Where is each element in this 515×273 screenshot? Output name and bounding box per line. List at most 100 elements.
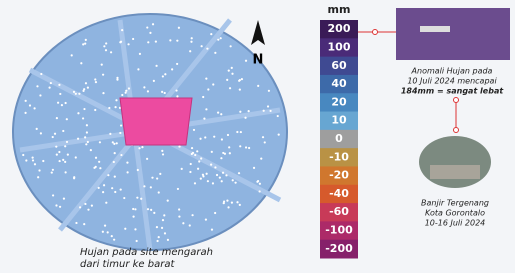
rain-dot (111, 235, 113, 237)
photo-note: Kota Gorontalo (425, 209, 485, 218)
rain-dot (203, 118, 205, 120)
rain-dot (230, 45, 232, 47)
rain-dot (240, 131, 242, 133)
rain-dot (193, 129, 195, 131)
rain-dot (59, 206, 61, 208)
rain-dot (107, 231, 109, 233)
rain-dot (228, 146, 230, 148)
rain-dot (194, 154, 196, 156)
flood-photo (419, 136, 491, 188)
rain-dot (126, 162, 128, 164)
photo-note: 10-16 Juli 2024 (425, 219, 486, 228)
map (13, 14, 287, 250)
rain-dot (105, 202, 107, 204)
rain-dot (110, 51, 112, 53)
rain-dot (146, 158, 148, 160)
rain-dot (95, 166, 97, 168)
rain-dot (177, 188, 179, 190)
rain-dot (162, 219, 164, 221)
rain-dot (71, 54, 73, 56)
rain-dot (178, 27, 180, 29)
rain-dot (214, 166, 216, 168)
rain-dot (253, 167, 255, 169)
rain-dot (79, 206, 81, 208)
legend-label: 20 (331, 95, 347, 108)
rain-dot (58, 84, 60, 86)
rain-dot (140, 198, 142, 200)
rain-dot (263, 110, 265, 112)
rain-dot (95, 157, 97, 159)
rain-dot (164, 73, 166, 75)
rain-dot (119, 132, 121, 134)
rain-dot (189, 171, 191, 173)
rain-dot (262, 136, 264, 138)
rain-dot (113, 143, 115, 145)
rain-dot (55, 204, 57, 206)
rain-dot (77, 112, 79, 114)
legend-label: -60 (329, 205, 349, 218)
rain-dot (40, 73, 42, 75)
rain-dot (124, 228, 126, 230)
rain-dot (114, 176, 116, 178)
rain-dot (205, 78, 207, 80)
rain-dot (206, 48, 208, 50)
rain-dot (83, 223, 85, 225)
rain-dot (214, 212, 216, 214)
rain-dot (164, 92, 166, 94)
rain-dot (220, 37, 222, 39)
rain-dot (277, 115, 279, 117)
rain-dot (147, 41, 149, 43)
rain-dot (83, 108, 85, 110)
rain-dot (139, 53, 141, 55)
rain-dot (102, 92, 104, 94)
rain-dot (161, 150, 163, 152)
rain-dot (84, 136, 86, 138)
connector-dot (454, 98, 459, 103)
rain-dot (176, 95, 178, 97)
rain-dot (181, 168, 183, 170)
rain-dot (241, 78, 243, 80)
rain-dot (162, 75, 164, 77)
legend-label: -200 (325, 242, 353, 255)
rain-dot (220, 113, 222, 115)
rain-dot (202, 96, 204, 98)
anomaly-note: 10 Juli 2024 mencapai (407, 77, 497, 86)
rain-dot (217, 39, 219, 41)
rain-dot (75, 93, 77, 95)
rain-dot (136, 197, 138, 199)
rain-dot (120, 188, 122, 190)
rain-dot (205, 108, 207, 110)
rain-dot (99, 141, 101, 143)
rain-dot (239, 204, 241, 206)
rain-dot (98, 187, 100, 189)
rain-dot (278, 134, 280, 136)
rain-dot (50, 82, 52, 84)
rain-dot (80, 62, 82, 64)
anomaly-note: 184mm = sangat lebat (401, 87, 505, 96)
rain-dot (103, 184, 105, 186)
rain-dot (219, 177, 221, 179)
rain-dot (56, 117, 58, 119)
rain-dot (40, 132, 42, 134)
infographic: N Hujan pada site mengarah dari timur ke… (0, 0, 515, 273)
rain-dot (29, 104, 31, 106)
rain-dot (36, 128, 38, 130)
rain-dot (161, 91, 163, 93)
legend-label: 60 (331, 59, 347, 72)
rain-dot (239, 111, 241, 113)
rain-dot (149, 32, 151, 34)
rain-dot (49, 87, 51, 89)
rain-dot (264, 141, 266, 143)
rain-dot (182, 222, 184, 224)
rain-dot (64, 145, 66, 147)
rain-dot (25, 100, 27, 102)
rain-dot (138, 147, 140, 149)
rain-dot (178, 215, 180, 217)
rain-dot (87, 209, 89, 211)
rain-dot (114, 152, 116, 154)
rain-dot (164, 232, 166, 234)
rain-dot (220, 157, 222, 159)
rain-dot (143, 86, 145, 88)
rain-dot (125, 90, 127, 92)
rain-dot (62, 130, 64, 132)
